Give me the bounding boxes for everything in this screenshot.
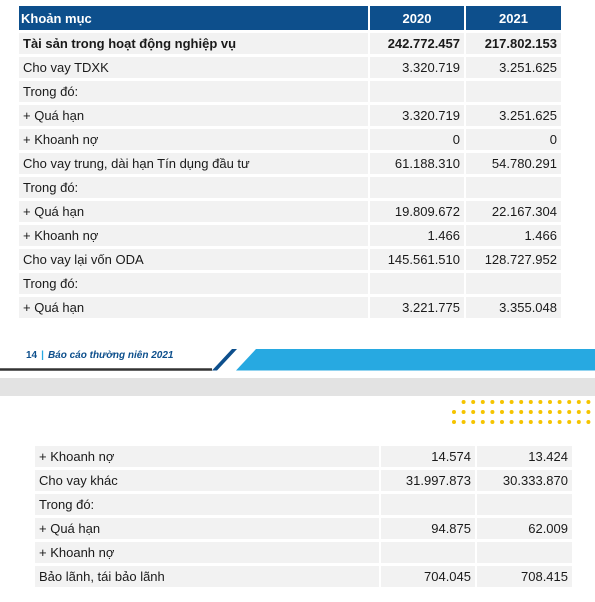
cell-2020: 61.188.310	[370, 153, 464, 174]
row-label: + Khoanh nợ	[19, 129, 368, 150]
cell-2021: 30.333.870	[477, 470, 572, 491]
cell-2020: 19.809.672	[370, 201, 464, 222]
row-label: Trong đó:	[19, 273, 368, 294]
header-khoan-muc: Khoản mục	[19, 6, 368, 30]
header-2020: 2020	[370, 6, 464, 30]
table-row: + Quá hạn 3.320.719 3.251.625	[19, 105, 561, 126]
table-row: Bảo lãnh, tái bảo lãnh 704.045 708.415	[35, 566, 572, 587]
cell-2021: 3.251.625	[466, 57, 561, 78]
row-label: Tài sản trong hoạt động nghiệp vụ	[19, 33, 368, 54]
row-label: Cho vay lại vốn ODA	[19, 249, 368, 270]
decorative-dots	[452, 400, 591, 424]
table-row: Tài sản trong hoạt động nghiệp vụ 242.772…	[19, 33, 561, 54]
cell-2020	[381, 542, 475, 563]
footer-decoration	[0, 349, 595, 371]
table-row: + Khoanh nợ 0 0	[19, 129, 561, 150]
table-row: + Quá hạn 19.809.672 22.167.304	[19, 201, 561, 222]
table-row: Cho vay trung, dài hạn Tín dụng đầu tư 61…	[19, 153, 561, 174]
table-row: Cho vay TDXK 3.320.719 3.251.625	[19, 57, 561, 78]
row-label: Cho vay TDXK	[19, 57, 368, 78]
table-row: + Quá hạn 94.875 62.009	[35, 518, 572, 539]
table-row: Trong đó:	[35, 494, 572, 515]
row-label: + Quá hạn	[19, 105, 368, 126]
footer-separator: |	[41, 350, 44, 361]
cell-2020: 145.561.510	[370, 249, 464, 270]
cell-2021: 128.727.952	[466, 249, 561, 270]
row-label: Trong đó:	[19, 177, 368, 198]
cell-2020: 0	[370, 129, 464, 150]
header-2021: 2021	[466, 6, 561, 30]
cell-2020: 31.997.873	[381, 470, 475, 491]
row-label: + Khoanh nợ	[35, 542, 379, 563]
cell-2021	[477, 542, 572, 563]
cell-2021: 0	[466, 129, 561, 150]
cell-2020: 242.772.457	[370, 33, 464, 54]
table-header-row: Khoản mục 2020 2021	[19, 6, 561, 30]
cell-2020: 704.045	[381, 566, 475, 587]
table-row: Trong đó:	[19, 273, 561, 294]
row-label: + Khoanh nợ	[19, 225, 368, 246]
cell-2020	[370, 273, 464, 294]
row-label: Cho vay trung, dài hạn Tín dụng đầu tư	[19, 153, 368, 174]
row-label: + Quá hạn	[19, 297, 368, 318]
row-label: Trong đó:	[35, 494, 379, 515]
cell-2020	[381, 494, 475, 515]
cell-2020: 94.875	[381, 518, 475, 539]
page-number: 14	[26, 350, 38, 361]
table-row: Cho vay lại vốn ODA 145.561.510 128.727.95…	[19, 249, 561, 270]
cell-2021: 54.780.291	[466, 153, 561, 174]
cell-2020	[370, 177, 464, 198]
cell-2021: 708.415	[477, 566, 572, 587]
cell-2021: 3.251.625	[466, 105, 561, 126]
row-label: Bảo lãnh, tái bảo lãnh	[35, 566, 379, 587]
table-row: + Khoanh nợ 1.466 1.466	[19, 225, 561, 246]
table-row: Cho vay khác 31.997.873 30.333.870	[35, 470, 572, 491]
cell-2021: 62.009	[477, 518, 572, 539]
cell-2021	[466, 273, 561, 294]
row-label: + Quá hạn	[35, 518, 379, 539]
financial-table-top: Khoản mục 2020 2021 Tài sản trong hoạt đ…	[17, 3, 563, 321]
table-row: Trong đó:	[19, 177, 561, 198]
cell-2021: 1.466	[466, 225, 561, 246]
cell-2020: 3.320.719	[370, 105, 464, 126]
table-row: + Khoanh nợ 14.574 13.424	[35, 446, 572, 467]
cell-2021: 217.802.153	[466, 33, 561, 54]
cell-2021: 22.167.304	[466, 201, 561, 222]
table-row: Trong đó:	[19, 81, 561, 102]
table-row: + Khoanh nợ	[35, 542, 572, 563]
cell-2020: 14.574	[381, 446, 475, 467]
page-break-band	[0, 378, 595, 396]
row-label: Trong đó:	[19, 81, 368, 102]
page-footer: 14 | Báo cáo thường niên 2021	[26, 350, 173, 361]
cell-2021: 3.355.048	[466, 297, 561, 318]
cell-2020: 3.320.719	[370, 57, 464, 78]
row-label: + Quá hạn	[19, 201, 368, 222]
cell-2021	[466, 81, 561, 102]
cell-2020: 1.466	[370, 225, 464, 246]
table-row: + Quá hạn 3.221.775 3.355.048	[19, 297, 561, 318]
row-label: Cho vay khác	[35, 470, 379, 491]
cell-2020	[370, 81, 464, 102]
report-title: Báo cáo thường niên 2021	[47, 350, 174, 361]
cell-2021	[466, 177, 561, 198]
cell-2020: 3.221.775	[370, 297, 464, 318]
financial-table-bottom: + Khoanh nợ 14.574 13.424 Cho vay khác 31.99…	[33, 443, 574, 590]
cell-2021: 13.424	[477, 446, 572, 467]
cell-2021	[477, 494, 572, 515]
row-label: + Khoanh nợ	[35, 446, 379, 467]
